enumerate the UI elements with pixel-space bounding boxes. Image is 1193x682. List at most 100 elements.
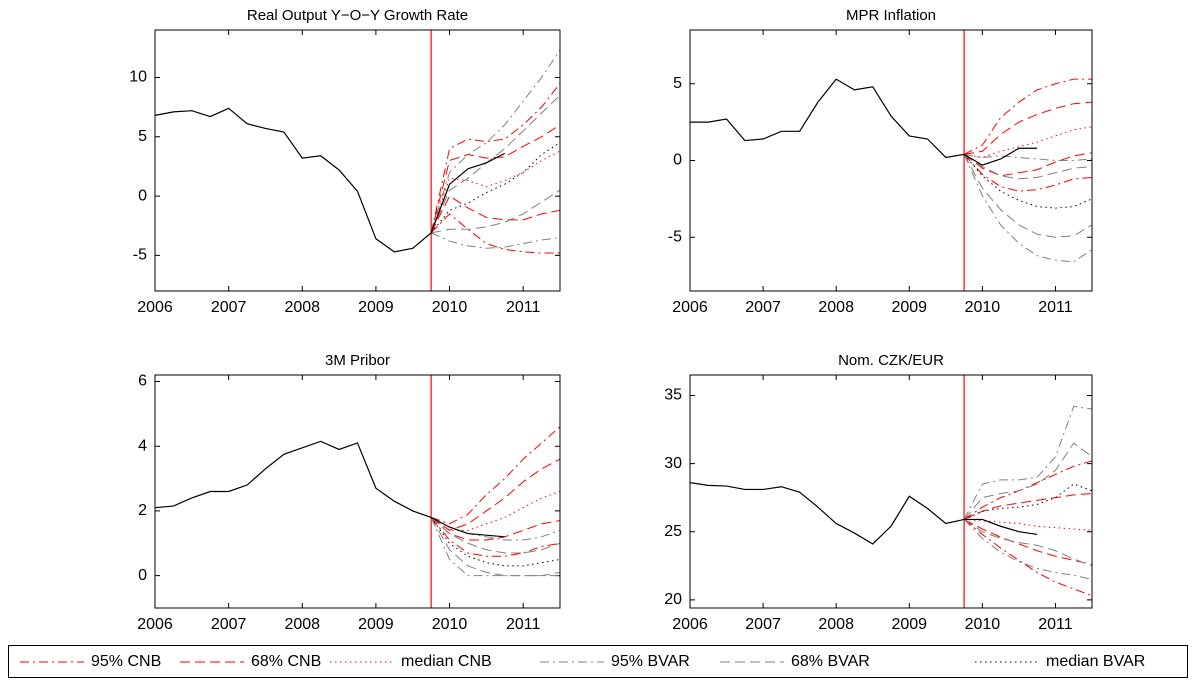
legend-label: median CNB: [401, 653, 492, 670]
forecast-band-line: [964, 126, 1092, 158]
x-tick-label: 2009: [891, 299, 927, 316]
forecast-band-line: [963, 78, 1092, 155]
y-tick-label: 6: [138, 373, 147, 390]
y-tick-label: -5: [133, 247, 147, 264]
plot-area: [155, 30, 560, 291]
x-tick-label: 2007: [745, 299, 781, 316]
subplot-title: Real Output Y−O−Y Growth Rate: [247, 7, 468, 24]
forecast-band-line: [964, 101, 1092, 155]
forecast-band-line: [963, 153, 1092, 180]
x-tick-label: 2006: [137, 299, 173, 316]
x-tick-label: 2011: [1038, 616, 1073, 633]
x-tick-label: 2011: [506, 616, 541, 633]
x-tick-label: 2007: [745, 616, 781, 633]
y-tick-label: 25: [664, 523, 682, 540]
forecast-band-line: [963, 154, 1092, 238]
forecast-band-line: [430, 49, 560, 234]
forecast-band-line: [430, 142, 560, 234]
history-line: [155, 107, 506, 253]
series-layer: [155, 30, 560, 291]
subplot-title: MPR Inflation: [846, 7, 936, 24]
forecast-band-line: [430, 491, 560, 531]
subplot: Nom. CZK/EUR 2006 2007 2008 2009 2010 2011 20 25…: [664, 352, 1093, 633]
forecast-band-line: [430, 195, 560, 234]
forecast-band-line: [963, 460, 1092, 520]
forecast-band-line: [963, 442, 1092, 520]
y-tick-label: 4: [138, 437, 147, 454]
x-tick-label: 2007: [211, 616, 247, 633]
forecast-band-line: [963, 519, 1092, 597]
legend-label: median BVAR: [1046, 653, 1145, 670]
y-tick-label: 5: [138, 128, 147, 145]
y-tick-label: 10: [129, 69, 147, 86]
x-tick-label: 2011: [1038, 299, 1073, 316]
forecast-band-line: [430, 517, 560, 577]
legend: 95% CNB 68% CNB median CNB 95% BVAR 68% BVAR…: [8, 645, 1188, 678]
x-tick-label: 2009: [358, 299, 394, 316]
series-layer: [155, 375, 560, 608]
subplot: 3M Pribor 2006 2007 2008 2009 2010 2011 0 2 4 6: [137, 352, 561, 633]
forecast-band-line: [963, 519, 1092, 580]
x-tick-label: 2010: [965, 616, 1001, 633]
y-tick-label: 2: [138, 502, 147, 519]
y-tick-label: 0: [138, 567, 147, 584]
forecast-band-line: [430, 458, 560, 531]
x-tick-label: 2008: [818, 299, 854, 316]
forecast-band-line: [430, 94, 560, 234]
x-tick-label: 2006: [137, 616, 173, 633]
forecast-band-line: [963, 518, 1092, 565]
subplot: Real Output Y−O−Y Growth Rate 2006 2007 200…: [129, 7, 561, 316]
history-line: [690, 482, 1038, 545]
forecast-band-line: [963, 519, 1092, 567]
y-tick-label: 0: [673, 152, 682, 169]
subplot: MPR Inflation 2006 2007 2008 2009 2010 2011 -5 0…: [668, 7, 1093, 316]
y-tick-label: 35: [664, 387, 682, 404]
x-tick-label: 2011: [506, 299, 541, 316]
legend-label: 95% BVAR: [611, 653, 690, 670]
forecast-band-line: [430, 517, 560, 567]
subplot-title: 3M Pribor: [325, 352, 390, 369]
series-layer: [690, 30, 1092, 291]
x-tick-label: 2006: [672, 299, 708, 316]
x-tick-label: 2009: [358, 616, 394, 633]
history-line: [690, 78, 1038, 166]
x-tick-label: 2008: [284, 616, 320, 633]
axes-frame: [154, 374, 561, 609]
x-tick-label: 2007: [211, 299, 247, 316]
forecast-band-line: [963, 493, 1092, 520]
forecast-band-line: [963, 154, 1092, 209]
axes-frame: [689, 374, 1093, 609]
legend-label: 95% CNB: [91, 653, 161, 670]
plot-area: [690, 30, 1092, 291]
forecast-band-line: [963, 154, 1092, 263]
forecast-band-line: [964, 153, 1092, 161]
y-tick-label: 30: [664, 455, 682, 472]
history-line: [155, 440, 505, 538]
forecast-band-line: [430, 426, 560, 525]
x-tick-label: 2008: [284, 299, 320, 316]
forecast-band-line: [430, 213, 560, 254]
x-tick-label: 2010: [965, 299, 1001, 316]
forecast-band-line: [430, 517, 560, 557]
forecast-band-line: [963, 154, 1092, 192]
x-tick-label: 2008: [818, 616, 854, 633]
forecast-band-line: [430, 232, 560, 249]
plot-area: [690, 375, 1092, 608]
forecast-band-line: [430, 83, 560, 233]
forecast-band-line: [963, 405, 1092, 520]
series-layer: [690, 375, 1092, 608]
forecast-band-line: [430, 517, 560, 577]
axes-frame: [689, 29, 1093, 292]
y-tick-label: 0: [138, 187, 147, 204]
x-tick-label: 2006: [672, 616, 708, 633]
forecast-band-line: [431, 189, 560, 234]
y-tick-label: 5: [673, 75, 682, 92]
y-tick-label: 20: [664, 591, 682, 608]
x-tick-label: 2010: [432, 299, 468, 316]
legend-label: 68% BVAR: [791, 653, 870, 670]
x-tick-label: 2009: [891, 616, 927, 633]
x-tick-label: 2010: [432, 616, 468, 633]
forecast-band-line: [430, 150, 560, 234]
axes-frame: [154, 29, 561, 292]
